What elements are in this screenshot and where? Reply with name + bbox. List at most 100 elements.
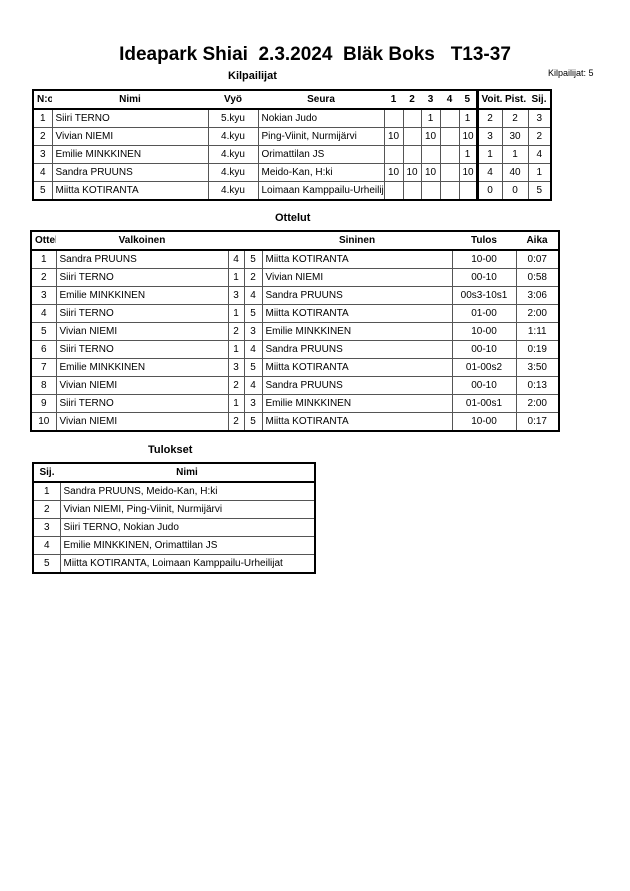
table-cell: Meido-Kan, H:ki bbox=[257, 163, 385, 182]
table-cell: 3 bbox=[227, 358, 245, 377]
table-cell: Vivian NIEMI bbox=[51, 127, 209, 146]
table-cell: 4 bbox=[475, 163, 503, 182]
table-cell: 1 bbox=[501, 145, 529, 164]
table-cell: 3 bbox=[32, 145, 53, 164]
table-cell: 5 bbox=[32, 181, 53, 201]
table-cell: 10 bbox=[383, 163, 404, 182]
table-cell: 5.kyu bbox=[207, 108, 259, 128]
table-cell: Vivian NIEMI bbox=[55, 376, 229, 395]
table-cell: 10 bbox=[402, 163, 422, 182]
table-cell: 10 bbox=[383, 127, 404, 146]
table-cell: 1 bbox=[227, 304, 245, 323]
table-cell: 30 bbox=[501, 127, 529, 146]
table-cell: 10-00 bbox=[451, 249, 517, 269]
table-cell: Sandra PRUUNS bbox=[261, 286, 453, 305]
table-cell: Miitta KOTIRANTA bbox=[261, 249, 453, 269]
table-cell: 3 bbox=[527, 108, 552, 128]
table-cell: 2 bbox=[32, 127, 53, 146]
table-cell: 0 bbox=[501, 181, 529, 201]
table-cell: 1 bbox=[227, 268, 245, 287]
table-cell: 3 bbox=[243, 394, 263, 413]
table-cell: Siiri TERNO bbox=[55, 268, 229, 287]
table-cell: Sandra PRUUNS bbox=[51, 163, 209, 182]
matches-heading: Ottelut bbox=[275, 212, 311, 224]
column-header: Sij. bbox=[33, 463, 60, 483]
column-header: Ottelu bbox=[31, 231, 56, 251]
table-cell: 1 bbox=[458, 108, 478, 128]
table-cell: 10-00 bbox=[451, 412, 517, 432]
table-cell: 1 bbox=[32, 481, 61, 501]
table-cell: 2 bbox=[475, 108, 503, 128]
table-row: 6 Siiri TERNO 1 4 Sandra PRUUNS 00-10 0:19 bbox=[30, 340, 560, 359]
table-cell bbox=[402, 127, 422, 146]
table-cell: Siiri TERNO bbox=[51, 108, 209, 128]
table-cell: 10-00 bbox=[451, 322, 517, 341]
table-row: 7 Emilie MINKKINEN 3 5 Miitta KOTIRANTA 01-00… bbox=[30, 358, 560, 377]
table-row: 1 Sandra PRUUNS 4 5 Miitta KOTIRANTA 10-00 0:0… bbox=[30, 249, 560, 269]
table-cell: 3 bbox=[227, 286, 245, 305]
table-cell: 01-00 bbox=[451, 304, 517, 323]
table-cell: 4.kyu bbox=[207, 145, 259, 164]
table-cell: 2 bbox=[30, 268, 57, 287]
column-header: Valkoinen bbox=[56, 231, 228, 251]
table-cell: Siiri TERNO, Nokian Judo bbox=[59, 518, 316, 537]
table-cell: 1 bbox=[227, 340, 245, 359]
table-cell: Vivian NIEMI, Ping-Viinit, Nurmijärvi bbox=[59, 500, 316, 519]
table-cell bbox=[402, 181, 422, 201]
table-row: 3 Siiri TERNO, Nokian Judo bbox=[32, 518, 316, 537]
competitors-count: Kilpailijat: 5 bbox=[548, 68, 594, 78]
table-cell bbox=[383, 108, 404, 128]
column-header: Pist. bbox=[502, 90, 528, 110]
competitors-heading: Kilpailijat bbox=[228, 70, 277, 82]
table-cell: 1 bbox=[420, 108, 441, 128]
column-header: Vyö bbox=[208, 90, 258, 110]
table-row: 4 Emilie MINKKINEN, Orimattilan JS bbox=[32, 536, 316, 555]
table-cell: 10 bbox=[420, 163, 441, 182]
table-row: 8 Vivian NIEMI 2 4 Sandra PRUUNS 00-10 0:13 bbox=[30, 376, 560, 395]
table-cell: Miitta KOTIRANTA bbox=[261, 412, 453, 432]
table-cell: 5 bbox=[30, 322, 57, 341]
column-header: Nimi bbox=[60, 463, 315, 483]
table-cell: 5 bbox=[32, 554, 61, 574]
table-cell: 3 bbox=[475, 127, 503, 146]
table-cell: 3:06 bbox=[515, 286, 560, 305]
table-cell: 2:00 bbox=[515, 304, 560, 323]
table-cell: Miitta KOTIRANTA bbox=[261, 358, 453, 377]
table-row: 10 Vivian NIEMI 2 5 Miitta KOTIRANTA 10-00 0:1… bbox=[30, 412, 560, 432]
table-cell: 0:19 bbox=[515, 340, 560, 359]
table-cell: 00-10 bbox=[451, 376, 517, 395]
table-cell: 5 bbox=[243, 249, 263, 269]
table-cell bbox=[458, 181, 478, 201]
column-header: 2 bbox=[403, 90, 421, 110]
table-cell: Miitta KOTIRANTA, Loimaan Kamppailu-Urhe… bbox=[59, 554, 316, 574]
table-cell: 00-10 bbox=[451, 340, 517, 359]
table-cell bbox=[420, 145, 441, 164]
table-cell: 4 bbox=[32, 536, 61, 555]
table-cell bbox=[439, 127, 460, 146]
table-row: 3 Emilie MINKKINEN 3 4 Sandra PRUUNS 00s3-10s… bbox=[30, 286, 560, 305]
column-header: Seura bbox=[258, 90, 384, 110]
table-cell: 10 bbox=[30, 412, 57, 432]
table-cell: 2:00 bbox=[515, 394, 560, 413]
table-cell: Miitta KOTIRANTA bbox=[261, 304, 453, 323]
table-cell: Emilie MINKKINEN bbox=[51, 145, 209, 164]
table-row: 1 Sandra PRUUNS, Meido-Kan, H:ki bbox=[32, 481, 316, 501]
table-cell: 4.kyu bbox=[207, 127, 259, 146]
table-cell: 2 bbox=[527, 127, 552, 146]
table-cell: 0:07 bbox=[515, 249, 560, 269]
table-cell: 2 bbox=[32, 500, 61, 519]
table-cell: 10 bbox=[458, 127, 478, 146]
table-cell bbox=[439, 145, 460, 164]
table-row: 5 Vivian NIEMI 2 3 Emilie MINKKINEN 10-00 1:11 bbox=[30, 322, 560, 341]
column-header: Aika bbox=[516, 231, 559, 251]
table-cell: 0:58 bbox=[515, 268, 560, 287]
table-row: 5 Miitta KOTIRANTA 4.kyu Loimaan Kamppailu-… bbox=[32, 181, 552, 201]
table-cell: Emilie MINKKINEN bbox=[261, 394, 453, 413]
column-header bbox=[228, 231, 244, 251]
table-cell: 2 bbox=[227, 412, 245, 432]
table-cell: 6 bbox=[30, 340, 57, 359]
table-cell: 5 bbox=[243, 412, 263, 432]
table-cell: 4 bbox=[243, 286, 263, 305]
table-row: 5 Miitta KOTIRANTA, Loimaan Kamppailu-Urh… bbox=[32, 554, 316, 574]
table-cell: 4.kyu bbox=[207, 163, 259, 182]
